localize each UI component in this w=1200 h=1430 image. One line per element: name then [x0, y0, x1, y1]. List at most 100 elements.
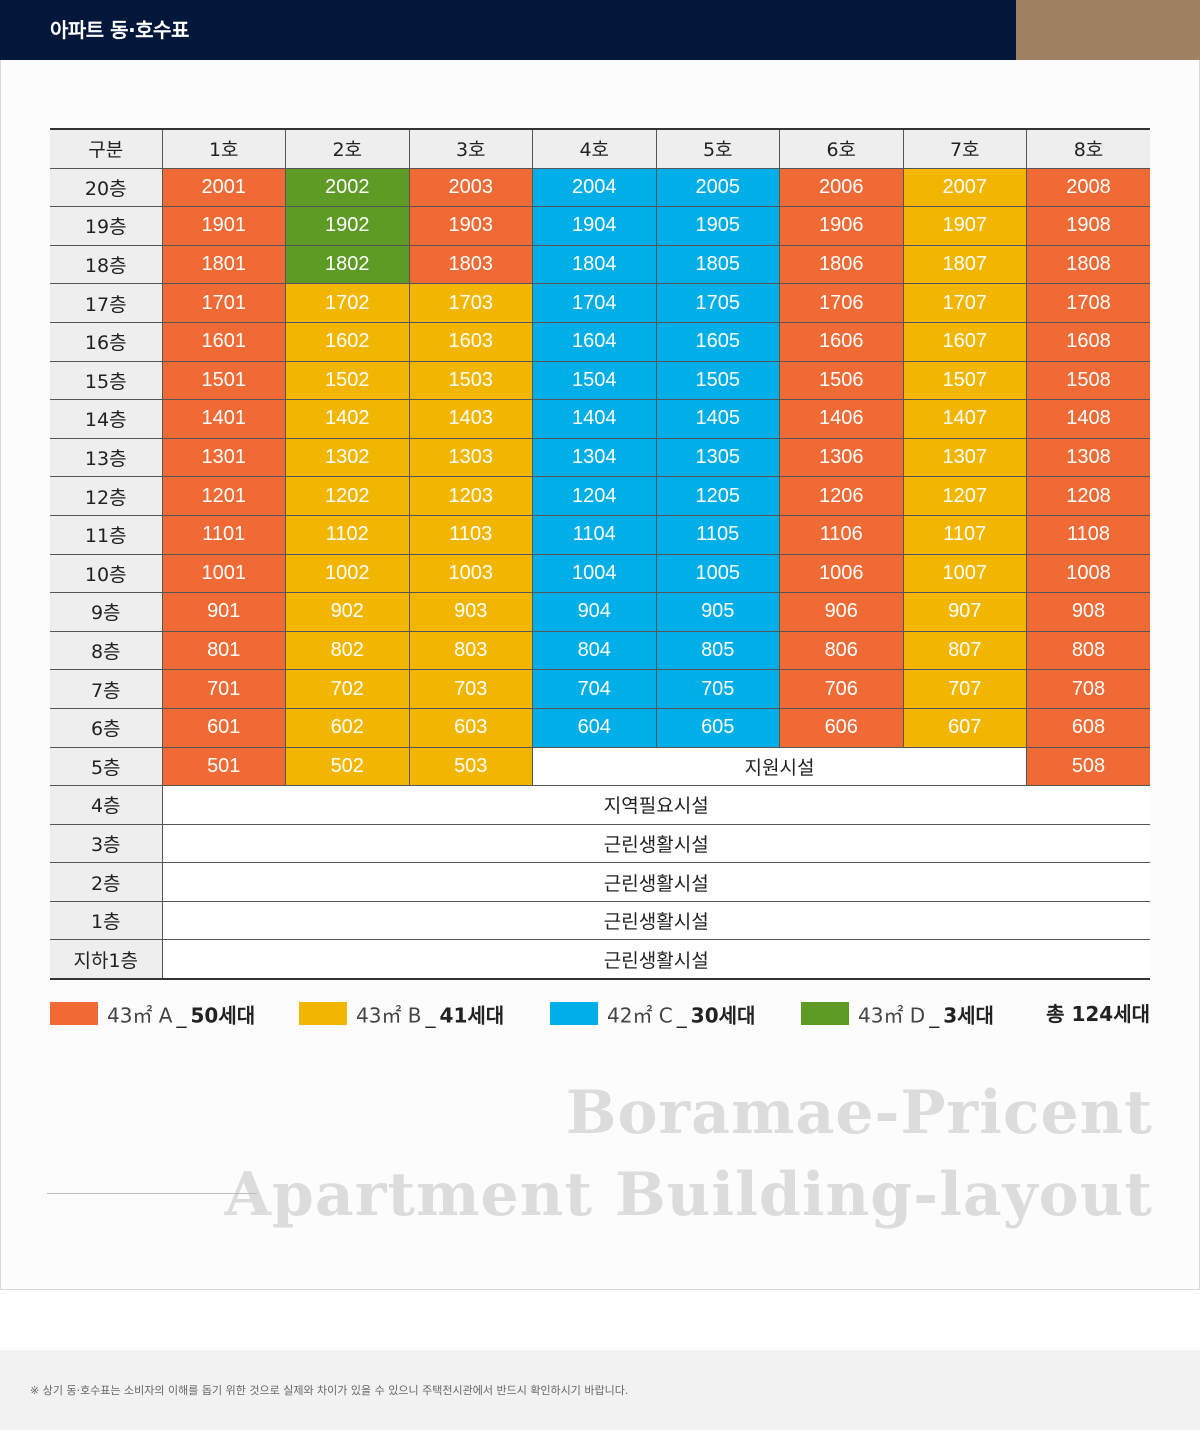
unit-cell-a: 901: [161, 592, 286, 632]
table-row: 1층 근린생활시설: [50, 900, 1150, 941]
unit-cell-c: 604: [532, 707, 657, 748]
unit-cell-a: 1106: [779, 514, 904, 555]
unit-cell-a: 1306: [779, 437, 904, 478]
unit-cell-b: 807: [902, 630, 1027, 671]
unit-cell-c: 1704: [532, 283, 657, 323]
legend-label-a: 43㎡ A: [107, 1003, 173, 1028]
legend-item-c: 42㎡ C _ 30세대: [550, 1000, 755, 1028]
floor-label: 16층: [50, 321, 163, 362]
column-header: 1호: [161, 128, 286, 169]
unit-cell-a: 906: [779, 592, 904, 632]
table-row: 17층 1701 1702 1703 1704 1705 1706 1707 1708: [50, 283, 1150, 323]
unit-cell-c: 1404: [532, 399, 657, 439]
table-row: 9층 901 902 903 904 905 906 907 908: [50, 592, 1150, 632]
unit-cell-b: 1402: [285, 399, 410, 439]
floor-label: 12층: [50, 476, 163, 516]
floor-label: 11층: [50, 514, 163, 555]
floor-label: 17층: [50, 283, 163, 323]
unit-cell-b: 1307: [902, 437, 1027, 478]
unit-cell-b: 503: [408, 746, 533, 787]
legend-swatch-c: [550, 1002, 598, 1025]
unit-cell-a: 1601: [161, 321, 286, 362]
unit-cell-b: 907: [902, 592, 1027, 632]
floor-label: 10층: [50, 553, 163, 594]
unit-cell-c: 1804: [532, 244, 657, 285]
unit-cell-b: 902: [285, 592, 410, 632]
facility-cell: 근린생활시설: [161, 900, 1150, 941]
unit-cell-c: 1305: [655, 437, 780, 478]
unit-cell-a: 2001: [161, 167, 286, 208]
legend-swatch-d: [801, 1002, 849, 1025]
floor-label: 18층: [50, 244, 163, 285]
unit-cell-a: 606: [779, 707, 904, 748]
watermark-divider: [47, 1193, 257, 1194]
floor-label: 19층: [50, 206, 163, 246]
floor-label: 6층: [50, 707, 163, 748]
legend-count-c: 30세대: [690, 1003, 756, 1028]
unit-cell-c: 1505: [655, 360, 780, 401]
legend-count-d: 3세대: [943, 1003, 994, 1028]
unit-cell-c: 705: [655, 669, 780, 709]
table-row: 지하1층 근린생활시설: [50, 939, 1150, 980]
unit-table: 구분 1호 2호 3호 4호 5호 6호 7호 8호 20층 2001 2002 2003 2004 20…: [50, 128, 1150, 981]
unit-cell-a: 1408: [1026, 399, 1150, 439]
unit-cell-c: 1205: [655, 476, 780, 516]
unit-cell-b: 903: [408, 592, 533, 632]
unit-cell-a: 1608: [1026, 321, 1150, 362]
unit-cell-b: 1002: [285, 553, 410, 594]
facility-cell: 근린생활시설: [161, 939, 1150, 980]
unit-cell-b: 1702: [285, 283, 410, 323]
table-row: 10층 1001 1002 1003 1004 1005 1006 1007 1008: [50, 553, 1150, 594]
unit-cell-a: 1401: [161, 399, 286, 439]
unit-cell-b: 1703: [408, 283, 533, 323]
unit-cell-b: 1103: [408, 514, 533, 555]
floor-label: 7층: [50, 669, 163, 709]
unit-cell-c: 1005: [655, 553, 780, 594]
unit-cell-b: 2007: [902, 167, 1027, 208]
legend: 43㎡ A _ 50세대 43㎡ B _ 41세대 42㎡ C _ 30세대 43㎡ D _ 3…: [50, 1000, 1150, 1028]
page-title: 아파트 동·호수표: [50, 18, 189, 42]
legend-sep-b: _: [425, 1003, 436, 1028]
unit-cell-b: 702: [285, 669, 410, 709]
floor-label: 8층: [50, 630, 163, 671]
unit-cell-a: 1908: [1026, 206, 1150, 246]
column-header: 4호: [532, 128, 657, 169]
unit-cell-a: 1501: [161, 360, 286, 401]
unit-cell-c: 1504: [532, 360, 657, 401]
unit-cell-a: 1903: [408, 206, 533, 246]
support-facility-cell: 지원시설: [532, 746, 1027, 787]
unit-cell-c: 1104: [532, 514, 657, 555]
unit-cell-b: 502: [285, 746, 410, 787]
unit-cell-a: 1803: [408, 244, 533, 285]
table-row: 7층 701 702 703 704 705 706 707 708: [50, 669, 1150, 709]
unit-cell-b: 1302: [285, 437, 410, 478]
unit-cell-b: 602: [285, 707, 410, 748]
unit-cell-b: 1003: [408, 553, 533, 594]
column-header: 3호: [408, 128, 533, 169]
unit-cell-a: 1308: [1026, 437, 1150, 478]
unit-cell-c: 905: [655, 592, 780, 632]
unit-cell-a: 808: [1026, 630, 1150, 671]
unit-cell-a: 1606: [779, 321, 904, 362]
unit-cell-a: 1108: [1026, 514, 1150, 555]
unit-cell-b: 1503: [408, 360, 533, 401]
unit-cell-a: 1206: [779, 476, 904, 516]
table-row: 16층 1601 1602 1603 1604 1605 1606 1607 1608: [50, 321, 1150, 362]
unit-cell-a: 1806: [779, 244, 904, 285]
unit-cell-c: 2005: [655, 167, 780, 208]
unit-table-head: 구분 1호 2호 3호 4호 5호 6호 7호 8호: [50, 128, 1150, 169]
unit-cell-a: 708: [1026, 669, 1150, 709]
unit-cell-a: 501: [161, 746, 286, 787]
unit-cell-a: 2006: [779, 167, 904, 208]
unit-cell-a: 608: [1026, 707, 1150, 748]
unit-cell-b: 1603: [408, 321, 533, 362]
unit-cell-a: 1508: [1026, 360, 1150, 401]
unit-cell-a: 706: [779, 669, 904, 709]
unit-cell-c: 1204: [532, 476, 657, 516]
table-row: 8층 801 802 803 804 805 806 807 808: [50, 630, 1150, 671]
unit-cell-b: 603: [408, 707, 533, 748]
unit-cell-b: 1607: [902, 321, 1027, 362]
unit-cell-c: 1805: [655, 244, 780, 285]
unit-cell-c: 704: [532, 669, 657, 709]
footer-note: ※ 상기 동·호수표는 소비자의 이해를 돕기 위한 것으로 실제와 차이가 있…: [30, 1384, 629, 1397]
